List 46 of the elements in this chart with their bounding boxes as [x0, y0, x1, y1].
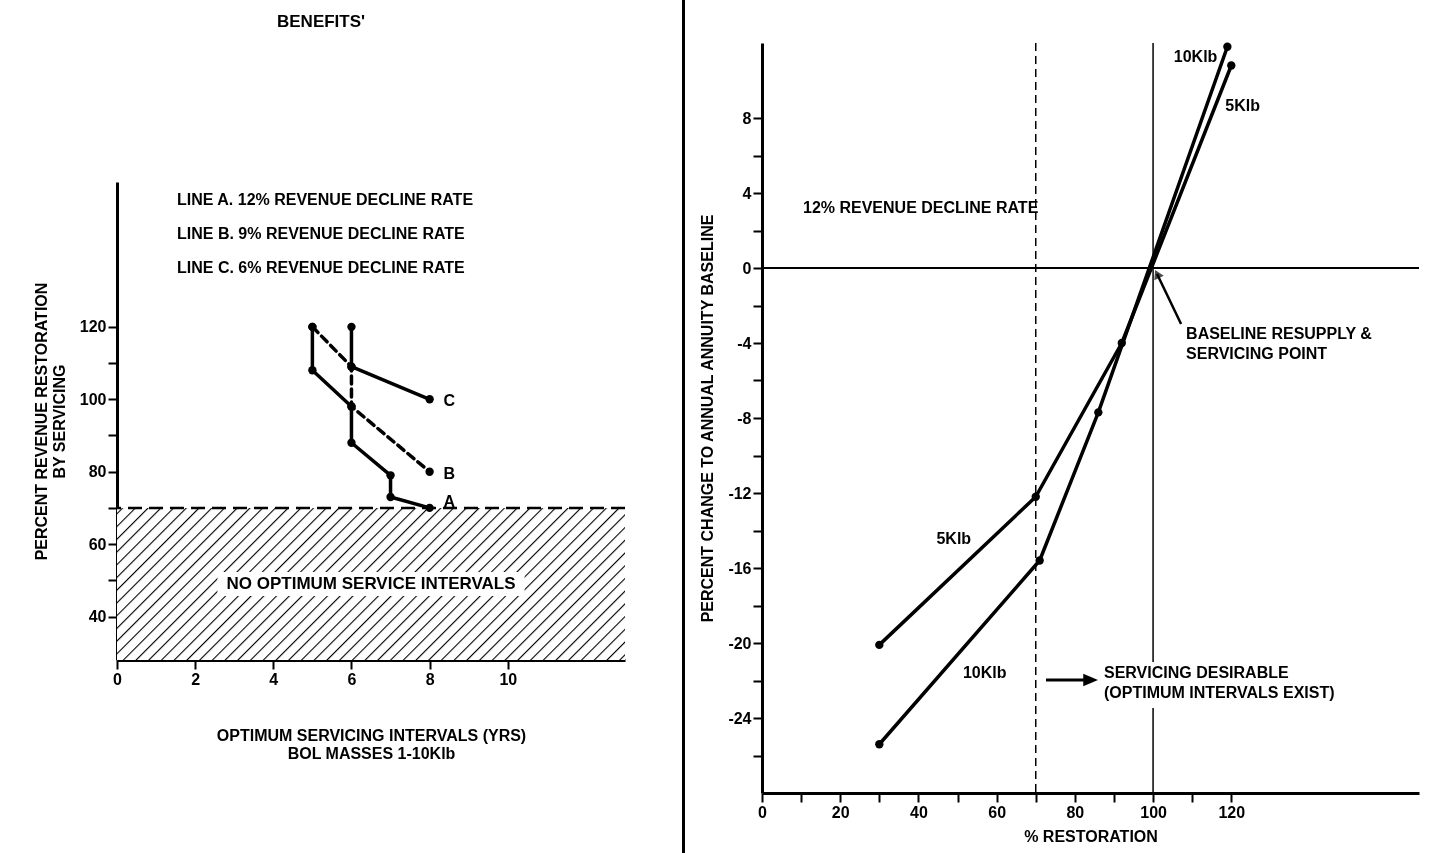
y-axis-title: PERCENT REVENUE RESTORATION BY SERVICING — [32, 282, 68, 561]
x-tick-label: 6 — [347, 670, 357, 688]
x-tick-label: 40 — [910, 803, 928, 821]
annotation: SERVICING DESIRABLE (OPTIMUM INTERVALS EXIST) — [1104, 664, 1335, 701]
x-tick-label: 10 — [499, 670, 518, 688]
annotation: 12% REVENUE DECLINE RATE — [803, 199, 1039, 216]
text: 10Klb — [962, 663, 1007, 681]
x-tick-label: 4 — [269, 670, 279, 688]
annotation: LINE B. 9% REVENUE DECLINE RATE — [177, 225, 466, 242]
annotation: LINE C. 6% REVENUE DECLINE RATE — [177, 259, 466, 276]
series-label: 5Klb — [1225, 96, 1261, 114]
x-tick-label: 120 — [1218, 803, 1246, 821]
y-tick-label: 60 — [88, 535, 107, 553]
x-tick-label: 60 — [988, 803, 1007, 821]
x-tick-label: 0 — [113, 670, 123, 688]
x-tick-label: 100 — [1140, 803, 1168, 821]
y-tick-label: -12 — [728, 484, 752, 502]
y-tick-label: 0 — [742, 259, 752, 277]
x-tick-label: 8 — [425, 670, 435, 688]
series-label: 10Klb — [1173, 47, 1218, 65]
band-label: NO OPTIMUM SERVICE INTERVALS — [226, 573, 516, 593]
text: 5Klb — [936, 529, 972, 547]
y-tick-label: 4 — [742, 184, 752, 202]
annotation: LINE A. 12% REVENUE DECLINE RATE — [177, 191, 474, 208]
y-tick-label: 80 — [88, 463, 107, 481]
y-tick-label: 40 — [88, 608, 107, 626]
y-tick-label: 120 — [79, 318, 107, 336]
y-axis-title: PERCENT CHANGE TO ANNUAL ANNUITY BASELINE — [699, 214, 717, 623]
x-tick-label: 0 — [758, 803, 768, 821]
y-tick-label: -20 — [728, 634, 752, 652]
x-axis-title: % RESTORATION — [1024, 827, 1158, 845]
series-label: B — [443, 464, 456, 482]
x-tick-label: 2 — [191, 670, 201, 688]
x-axis-title: OPTIMUM SERVICING INTERVALS (YRS) BOL MASSES 1-10Klb — [216, 726, 527, 762]
y-tick-label: -24 — [728, 709, 752, 727]
y-tick-label: -8 — [737, 409, 752, 427]
series-label: A — [443, 492, 456, 510]
chart-title: BENEFITS' — [277, 12, 366, 31]
y-tick-label: -4 — [737, 334, 752, 352]
annotation: BASELINE RESUPPLY & SERVICING POINT — [1186, 325, 1373, 362]
y-tick-label: -16 — [728, 559, 752, 577]
x-tick-label: 80 — [1066, 803, 1085, 821]
series-label: C — [443, 392, 456, 410]
y-tick-label: 100 — [79, 390, 107, 408]
y-tick-label: 8 — [742, 109, 752, 127]
x-tick-label: 20 — [831, 803, 850, 821]
